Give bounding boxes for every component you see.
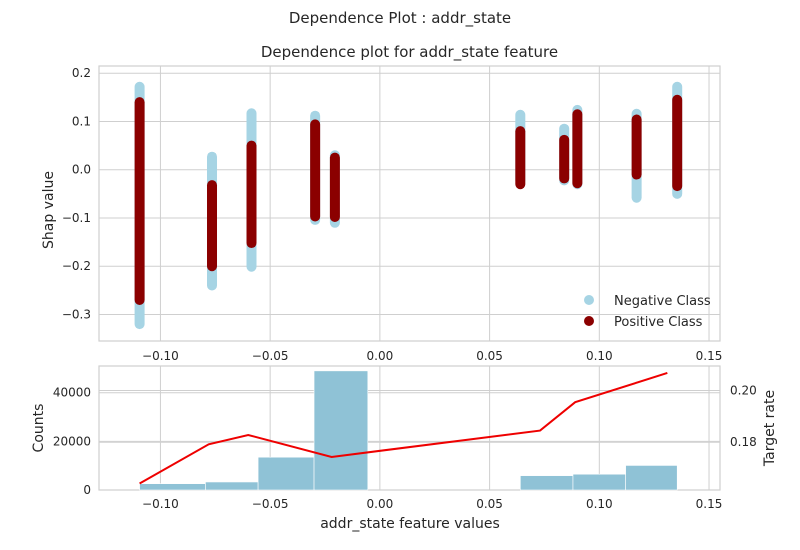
- histogram-bar: [572, 473, 626, 491]
- suptitle: Dependence Plot : addr_state: [289, 9, 511, 28]
- positive-class-points-column: [631, 114, 642, 180]
- histogram-y-tick-label: 40000: [53, 386, 91, 400]
- target-rate-tick-label: 0.18: [730, 435, 757, 449]
- scatter-grid: [99, 66, 720, 341]
- scatter-x-tick-label: 0.15: [696, 349, 723, 363]
- histogram-x-label: addr_state feature values: [320, 516, 500, 532]
- scatter-y-tick-label: 0.0: [72, 163, 91, 177]
- target-rate-axis-label: Target rate: [762, 390, 778, 467]
- scatter-title: Dependence plot for addr_state feature: [261, 43, 558, 62]
- target-rate-tick-label: 0.20: [730, 384, 757, 398]
- histogram-bar: [313, 370, 369, 491]
- scatter-x-tick-label: 0.10: [586, 349, 613, 363]
- positive-class-points-column: [515, 126, 526, 190]
- histogram-bar: [205, 481, 259, 491]
- histogram-y-label: Counts: [31, 404, 47, 453]
- scatter-y-tick-label: −0.1: [62, 211, 91, 225]
- legend-positive-marker: [584, 316, 594, 326]
- scatter-y-ticks: −0.3 −0.2 −0.1 0.0 0.1 0.2: [62, 66, 91, 321]
- scatter-y-tick-label: −0.3: [62, 307, 91, 321]
- scatter-x-ticks: −0.10 −0.05 0.00 0.05 0.10 0.15: [142, 349, 722, 363]
- histogram-x-tick-label: 0.00: [367, 497, 394, 511]
- dependence-scatter-panel: Dependence plot for addr_state feature −…: [41, 43, 722, 363]
- scatter-x-tick-label: 0.05: [476, 349, 503, 363]
- positive-class-points-column: [246, 140, 257, 249]
- positive-class-points-column: [672, 94, 683, 192]
- histogram-y-tick-label: 20000: [53, 434, 91, 448]
- histogram-x-tick-label: 0.10: [586, 497, 613, 511]
- scatter-y-label: Shap value: [41, 171, 57, 249]
- scatter-x-tick-label: −0.10: [142, 349, 179, 363]
- histogram-x-tick-label: −0.05: [252, 497, 289, 511]
- scatter-plot-area: [98, 65, 721, 342]
- positive-class-points-column: [572, 109, 583, 189]
- histogram-y-ticks: 0 20000 40000: [53, 386, 91, 497]
- legend-positive-label: Positive Class: [614, 315, 703, 330]
- target-rate-line: [139, 372, 668, 485]
- positive-class-points-column: [310, 119, 321, 222]
- histogram-bar: [520, 475, 574, 491]
- histogram-x-tick-label: 0.05: [476, 497, 503, 511]
- scatter-y-tick-label: 0.2: [72, 66, 91, 80]
- histogram-bar: [139, 483, 206, 491]
- scatter-marks: [134, 81, 683, 330]
- positive-class-points-column: [559, 134, 570, 184]
- histogram-x-ticks: −0.10 −0.05 0.00 0.05 0.10 0.15: [142, 497, 722, 511]
- scatter-x-tick-label: 0.00: [367, 349, 394, 363]
- histogram-right-y-ticks: 0.18 0.20: [730, 384, 757, 450]
- legend: Negative Class Positive Class: [584, 294, 711, 330]
- legend-negative-marker: [584, 295, 594, 305]
- positive-class-points-column: [207, 180, 218, 272]
- histogram-x-tick-label: 0.15: [696, 497, 723, 511]
- histogram-bars: [139, 370, 678, 491]
- histogram-bar: [625, 465, 678, 491]
- histogram-y-tick-label: 0: [83, 483, 91, 497]
- scatter-y-tick-label: 0.1: [72, 114, 91, 128]
- histogram-bar: [257, 456, 315, 491]
- positive-class-points-column: [134, 97, 145, 305]
- histogram-plot-area: [98, 365, 721, 491]
- positive-class-points-column: [329, 152, 340, 223]
- scatter-x-tick-label: −0.05: [252, 349, 289, 363]
- legend-negative-label: Negative Class: [614, 294, 711, 309]
- histogram-x-tick-label: −0.10: [142, 497, 179, 511]
- scatter-y-tick-label: −0.2: [62, 259, 91, 273]
- histogram-panel: −0.10 −0.05 0.00 0.05 0.10 0.15 0 20000 40000 0…: [31, 365, 778, 532]
